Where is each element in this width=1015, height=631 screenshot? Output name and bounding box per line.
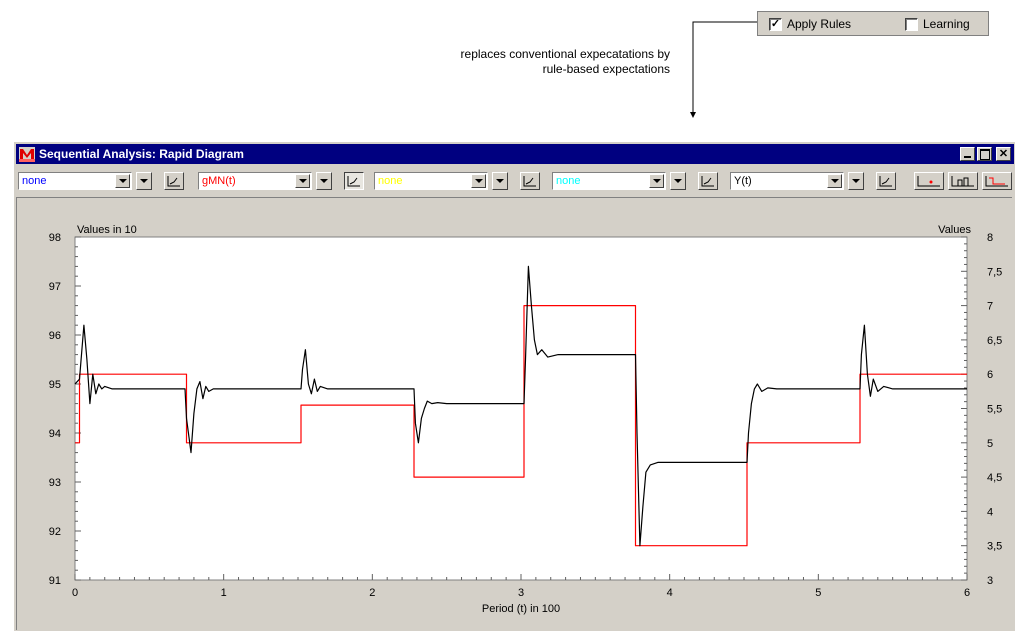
apply-rules-option[interactable]: ✓ Apply Rules — [769, 17, 851, 31]
close-button[interactable]: ✕ — [996, 147, 1011, 161]
chevron-down-icon[interactable] — [115, 174, 130, 188]
x-tick-label: 1 — [221, 587, 227, 599]
chart-style-bar-button[interactable] — [948, 172, 978, 190]
chevron-down-icon[interactable] — [471, 174, 486, 188]
series-select-5[interactable]: Y(t) — [730, 172, 844, 190]
series-2-option-button[interactable] — [316, 172, 332, 190]
series-select-5-value: Y(t) — [734, 175, 752, 187]
series-3-chart-button[interactable] — [520, 172, 540, 190]
series-1-option-button[interactable] — [136, 172, 152, 190]
scatter-chart-icon — [917, 176, 940, 187]
x-tick-label: 0 — [72, 587, 78, 599]
series-select-1[interactable]: none — [18, 172, 132, 190]
left-tick-label: 94 — [49, 428, 61, 440]
series-5-option-button[interactable] — [848, 172, 864, 190]
apply-rules-label: Apply Rules — [787, 17, 852, 31]
x-tick-label: 6 — [964, 587, 970, 599]
series-toolbar: none gMN(t) none none — [16, 166, 1014, 194]
plot-background — [74, 236, 968, 581]
right-tick-label: 7 — [987, 301, 993, 313]
line-chart-icon — [879, 176, 892, 187]
step-chart-icon — [985, 176, 1008, 187]
right-tick-label: 5 — [987, 438, 993, 450]
series-select-2[interactable]: gMN(t) — [198, 172, 312, 190]
series-line-y-t — [74, 265, 967, 547]
title-bar[interactable]: Sequential Analysis: Rapid Diagram ✕ — [16, 144, 1014, 164]
line-chart-icon — [701, 176, 714, 187]
x-tick-label: 5 — [815, 587, 821, 599]
annotation-line-2: rule-based expectations — [542, 62, 670, 76]
right-axis-label: Values — [938, 224, 971, 236]
series-select-2-value: gMN(t) — [202, 175, 236, 187]
right-tick-label: 8 — [987, 232, 993, 244]
right-tick-label: 6 — [987, 369, 993, 381]
line-chart-icon — [347, 176, 360, 187]
left-tick-label: 92 — [49, 526, 61, 538]
series-line-gmn-t — [75, 304, 967, 547]
line-chart-icon — [167, 176, 180, 187]
left-tick-label: 95 — [49, 379, 61, 391]
series-2-chart-button[interactable] — [344, 172, 364, 190]
rapid-diagram-chart: 0 1 2 3 4 5 6 91 92 93 94 95 96 97 98 3 3,5 4 4,5 5 5,5 6 6,5 7… — [49, 224, 1003, 615]
right-tick-label: 3,5 — [987, 541, 1002, 553]
series-1-chart-button[interactable] — [164, 172, 184, 190]
chevron-down-icon[interactable] — [649, 174, 664, 188]
learning-checkbox[interactable] — [905, 17, 918, 31]
series-4-option-button[interactable] — [670, 172, 686, 190]
x-tick-label: 3 — [518, 587, 524, 599]
chart-style-scatter-button[interactable] — [914, 172, 944, 190]
series-select-4-value: none — [556, 175, 581, 187]
left-tick-label: 97 — [49, 281, 61, 293]
annotation-connector — [690, 21, 757, 118]
left-tick-label: 96 — [49, 330, 61, 342]
series-4-chart-button[interactable] — [698, 172, 718, 190]
minimize-icon — [964, 156, 971, 158]
plot-area-frame: 0 1 2 3 4 5 6 91 92 93 94 95 96 97 98 3 3,5 4 4,5 5 5,5 6 6,5 7… — [16, 197, 1012, 630]
left-tick-label: 91 — [49, 575, 61, 587]
annotation-text: replaces conventional expecatations by r… — [384, 47, 670, 77]
app-logo-icon — [19, 147, 35, 162]
bar-chart-icon — [951, 176, 974, 187]
right-tick-label: 7,5 — [987, 266, 1002, 278]
series-select-1-value: none — [22, 175, 47, 187]
x-tick-label: 2 — [369, 587, 375, 599]
left-axis-label: Values in 10 — [77, 224, 137, 236]
right-tick-label: 6,5 — [987, 335, 1002, 347]
series-select-4[interactable]: none — [552, 172, 666, 190]
learning-label: Learning — [923, 17, 970, 31]
right-tick-label: 4 — [987, 506, 993, 518]
series-select-3-value: none — [378, 175, 403, 187]
right-tick-label: 3 — [987, 575, 993, 587]
rapid-diagram-window: Sequential Analysis: Rapid Diagram ✕ non… — [13, 141, 1015, 631]
learning-option[interactable]: Learning — [905, 17, 970, 31]
chart-style-step-button[interactable] — [982, 172, 1012, 190]
chevron-down-icon[interactable] — [827, 174, 842, 188]
series-select-3[interactable]: none — [374, 172, 488, 190]
window-title: Sequential Analysis: Rapid Diagram — [39, 147, 244, 161]
x-tick-label: 4 — [667, 587, 673, 599]
rules-panel: ✓ Apply Rules Learning — [757, 11, 989, 36]
maximize-button[interactable] — [977, 147, 992, 161]
close-icon: ✕ — [998, 148, 1009, 160]
line-chart-icon — [523, 176, 536, 187]
left-tick-label: 93 — [49, 477, 61, 489]
annotation-line-1: replaces conventional expecatations by — [460, 47, 670, 61]
right-tick-label: 4,5 — [987, 472, 1002, 484]
series-3-option-button[interactable] — [492, 172, 508, 190]
apply-rules-checkbox[interactable]: ✓ — [769, 17, 782, 31]
maximize-icon — [980, 149, 990, 160]
series-5-chart-button[interactable] — [876, 172, 896, 190]
x-axis-label: Period (t) in 100 — [482, 603, 560, 615]
chevron-down-icon[interactable] — [295, 174, 310, 188]
left-tick-label: 98 — [49, 232, 61, 244]
minimize-button[interactable] — [960, 147, 975, 161]
right-tick-label: 5,5 — [987, 404, 1002, 416]
